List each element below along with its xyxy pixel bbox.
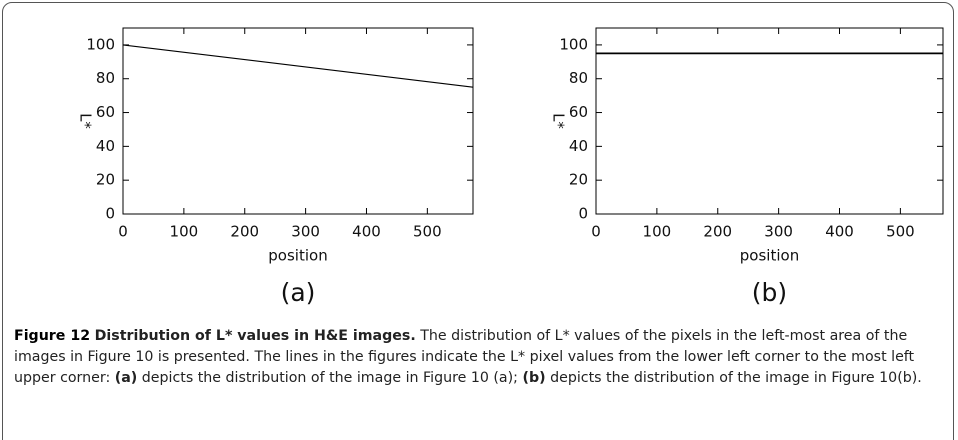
- x-tick-label: 0: [591, 223, 601, 241]
- plot-area: [122, 27, 474, 215]
- x-tick-label: 300: [291, 223, 320, 241]
- x-tick-label: 400: [352, 223, 381, 241]
- panel-label: (b): [752, 278, 787, 307]
- x-axis-label: position: [740, 247, 799, 265]
- caption-segment: (b): [522, 369, 546, 386]
- x-tick-label: 400: [825, 223, 854, 241]
- caption-label: Figure 12: [14, 328, 91, 344]
- panel-label: (a): [281, 278, 316, 307]
- y-tick-label: 60: [569, 103, 588, 121]
- y-tick-label: 80: [569, 69, 588, 87]
- caption: Figure 12 Distribution of L* values in H…: [14, 326, 949, 388]
- caption-segment: depicts the distribution of the image in…: [545, 369, 922, 386]
- x-tick-label: 100: [170, 223, 199, 241]
- x-axis-label: position: [268, 247, 327, 265]
- y-tick-label: 20: [96, 171, 115, 189]
- y-tick-label: 100: [86, 35, 115, 53]
- y-tick-label: 0: [578, 205, 588, 223]
- y-tick-label: 40: [96, 137, 115, 155]
- x-tick-label: 500: [413, 223, 442, 241]
- data-line: [122, 44, 474, 88]
- caption-segment: (a): [114, 369, 138, 386]
- y-tick-label: 100: [559, 35, 588, 53]
- y-axis-label: L*: [77, 113, 95, 129]
- x-tick-label: 200: [703, 223, 732, 241]
- caption-body: The distribution of L* values of the pix…: [14, 328, 922, 386]
- x-tick-label: 0: [118, 223, 128, 241]
- x-tick-label: 300: [764, 223, 793, 241]
- x-tick-label: 100: [643, 223, 672, 241]
- plot-area: [595, 27, 944, 215]
- y-tick-label: 0: [105, 205, 115, 223]
- y-tick-label: 40: [569, 137, 588, 155]
- x-tick-label: 500: [886, 223, 915, 241]
- y-axis-label: L*: [550, 113, 568, 129]
- caption-title: Distribution of L* values in H&E images.: [94, 328, 416, 344]
- y-tick-label: 80: [96, 69, 115, 87]
- y-tick-label: 20: [569, 171, 588, 189]
- caption-segment: The distribution of L* values of the pix…: [14, 328, 915, 386]
- caption-segment: depicts the distribution of the image in…: [137, 369, 523, 386]
- y-tick-label: 60: [96, 103, 115, 121]
- x-tick-label: 200: [230, 223, 259, 241]
